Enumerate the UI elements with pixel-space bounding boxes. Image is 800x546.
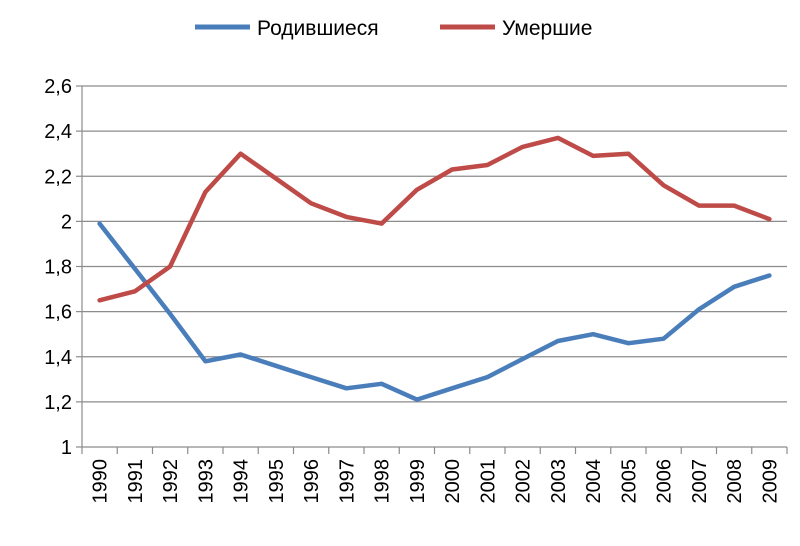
x-tick-label: 2005: [618, 459, 640, 504]
x-tick-label: 1998: [372, 459, 394, 504]
x-tick-label: 2009: [759, 459, 781, 504]
x-tick-label: 1990: [90, 459, 112, 504]
y-tick-label: 1,8: [44, 257, 72, 279]
y-tick-label: 1,4: [44, 347, 72, 369]
x-tick-label: 2001: [477, 459, 499, 504]
y-tick-label: 2,2: [44, 166, 72, 188]
x-tick-label: 1994: [231, 459, 253, 504]
y-tick-label: 1: [61, 437, 72, 459]
y-tick-label: 2,4: [44, 121, 72, 143]
x-tick-label: 1997: [336, 459, 358, 504]
series-line-1: [97, 221, 772, 402]
x-tick-label: 2003: [548, 459, 570, 504]
x-tick-label: 1999: [407, 459, 429, 504]
x-tick-label: 1993: [195, 459, 217, 504]
legend-label: Родившиеся: [257, 17, 379, 40]
x-tick-label: 2007: [689, 459, 711, 504]
x-tick-label: 1996: [301, 459, 323, 504]
y-tick-labels: 1 1,2 1,4 1,6 1,8 2 2,2 2,4 2,6: [44, 76, 72, 459]
x-tick-label: 1991: [125, 459, 147, 504]
legend: Родившиеся Умершие: [195, 17, 592, 40]
axes: [76, 85, 788, 454]
x-tick-labels: 1990 1991 1992 1993 1994 1995 1996 1997 1998 1999…: [90, 459, 782, 504]
x-tick-label: 2000: [442, 459, 464, 504]
y-tick-label: 1,6: [44, 302, 72, 324]
x-tick-label: 2002: [513, 459, 535, 504]
gridlines: [82, 85, 787, 403]
legend-label: Умершие: [502, 17, 592, 40]
y-tick-label: 2: [61, 211, 72, 233]
x-tick-label: 2006: [654, 459, 676, 504]
y-tick-label: 1,2: [44, 392, 72, 414]
y-tick-label: 2,6: [44, 76, 72, 98]
series-line-2: [97, 135, 772, 303]
x-tick-label: 1995: [266, 459, 288, 504]
series-lines: [97, 135, 772, 402]
x-tick-label: 1992: [160, 459, 182, 504]
x-tick-label: 2008: [724, 459, 746, 504]
x-tick-label: 2004: [583, 459, 605, 504]
